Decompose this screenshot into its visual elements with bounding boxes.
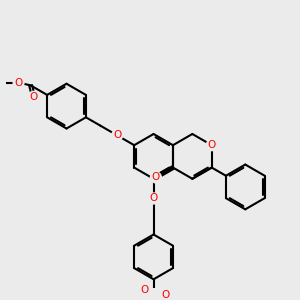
Circle shape — [28, 92, 39, 102]
Circle shape — [150, 172, 161, 183]
Circle shape — [160, 290, 170, 300]
Circle shape — [148, 193, 159, 204]
Circle shape — [206, 140, 217, 151]
Text: O: O — [29, 92, 38, 102]
Circle shape — [140, 284, 150, 295]
Text: O: O — [161, 290, 169, 300]
Text: O: O — [14, 77, 23, 88]
Text: O: O — [152, 172, 160, 182]
Text: O: O — [113, 130, 121, 140]
Circle shape — [112, 130, 123, 141]
Text: O: O — [149, 194, 158, 203]
Text: O: O — [208, 140, 216, 150]
Text: O: O — [141, 285, 149, 295]
Circle shape — [13, 77, 24, 88]
